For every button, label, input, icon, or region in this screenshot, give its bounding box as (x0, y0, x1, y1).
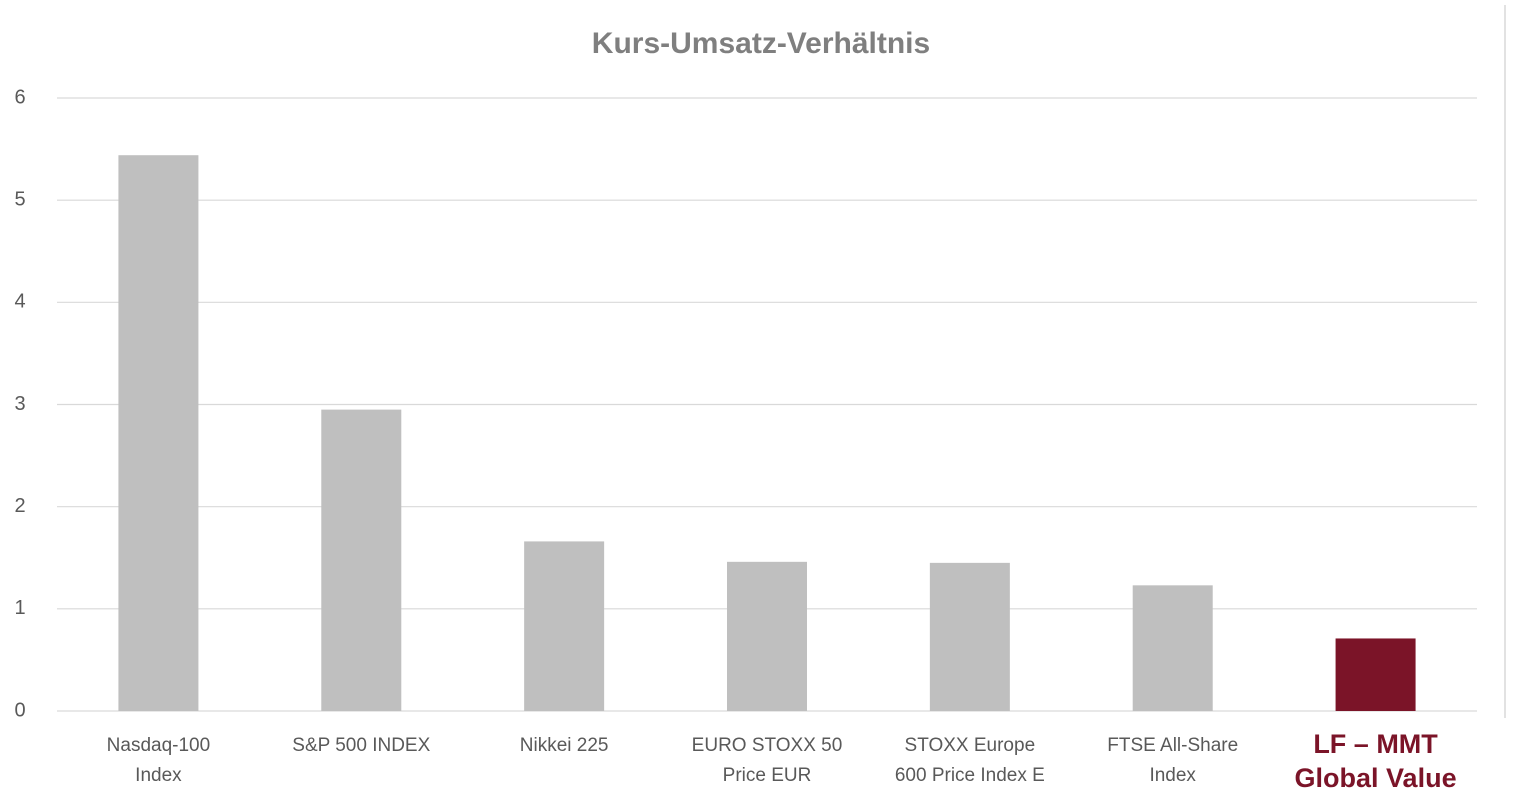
y-tick-label: 4 (14, 291, 25, 313)
y-tick-label: 6 (14, 86, 25, 108)
bar (727, 561, 807, 711)
y-tick-label: 0 (14, 699, 25, 721)
bar (524, 541, 605, 711)
bar (929, 562, 1010, 711)
chart-title: Kurs-Umsatz-Verhältnis (592, 27, 930, 60)
y-tick-label: 2 (14, 495, 25, 517)
x-tick-label: EURO STOXX 50 Price EUR (691, 735, 843, 786)
y-tick-label: 5 (14, 188, 25, 210)
x-tick-label: LF – MMT Global Value (1294, 729, 1457, 793)
x-tick-label: Nikkei 225 (519, 735, 609, 756)
bar (1335, 638, 1416, 711)
x-tick-label: Nasdaq-100 Index (106, 735, 211, 786)
bar (1132, 585, 1213, 711)
y-tick-label: 1 (14, 597, 25, 619)
bar (321, 409, 402, 711)
x-tick-label: S&P 500 INDEX (292, 735, 431, 756)
y-tick-label: 3 (14, 393, 25, 415)
x-tick-label: FTSE All-Share Index (1107, 735, 1239, 786)
x-tick-label: STOXX Europe 600 Price Index E (894, 735, 1045, 786)
bar (118, 155, 199, 712)
